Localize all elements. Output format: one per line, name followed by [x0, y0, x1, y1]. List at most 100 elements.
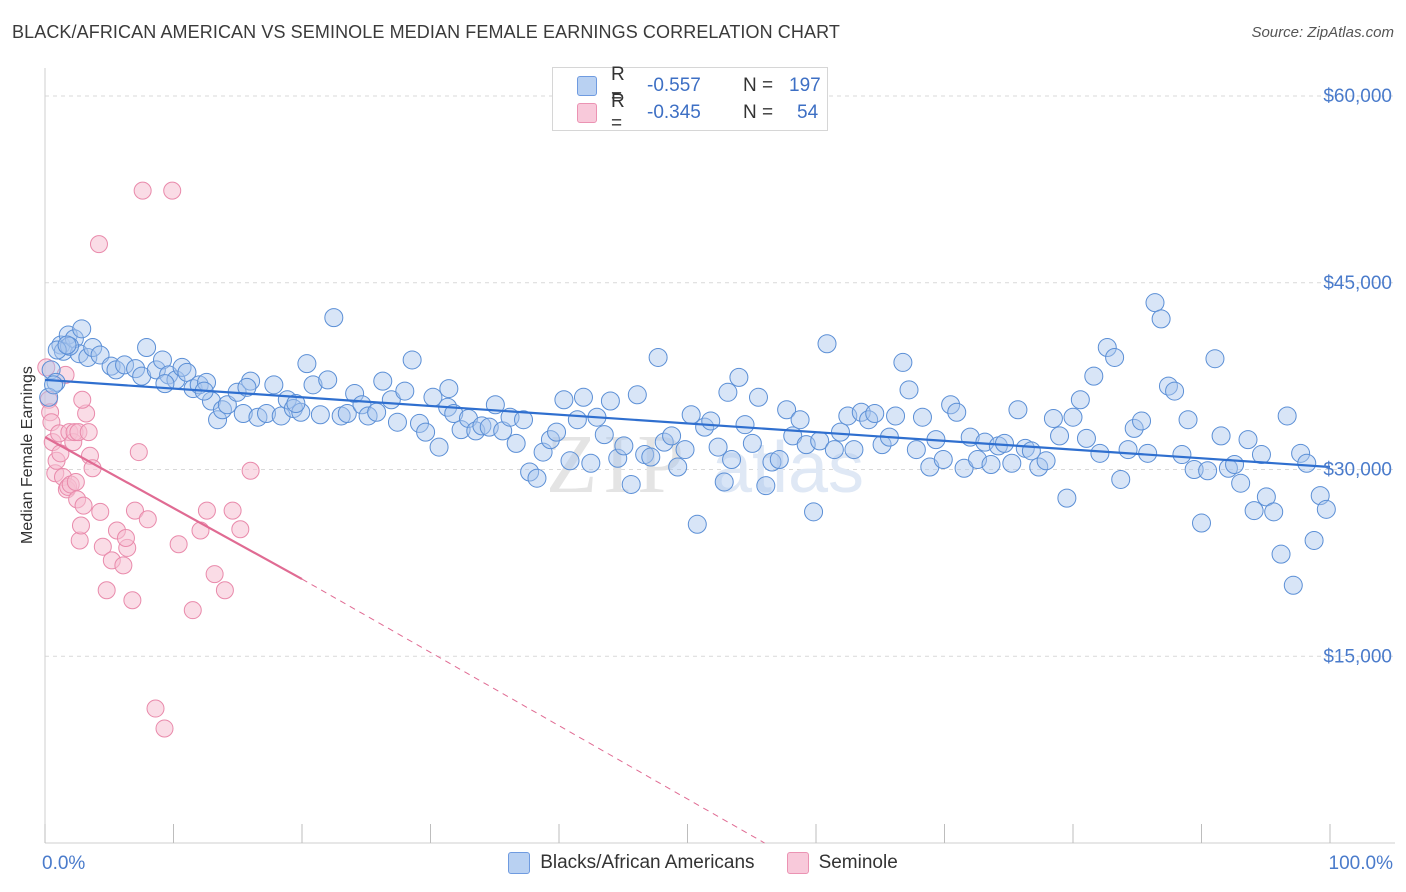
- n-value: 197: [789, 75, 821, 96]
- black-point: [817, 334, 837, 354]
- black-point: [132, 366, 152, 386]
- black-point: [1076, 428, 1096, 448]
- black-point: [865, 403, 885, 423]
- black-point: [567, 410, 587, 430]
- black-point: [1090, 443, 1110, 463]
- seminole-point: [56, 365, 75, 384]
- black-point: [614, 436, 634, 456]
- black-point: [41, 360, 61, 380]
- seminole-point: [116, 528, 135, 547]
- black-point: [600, 391, 620, 411]
- black-point: [748, 387, 768, 407]
- x-tick-label-max: 100.0%: [1329, 853, 1394, 874]
- black-point: [735, 415, 755, 435]
- black-point: [1225, 455, 1245, 475]
- black-point: [126, 359, 146, 379]
- black-point: [233, 403, 253, 423]
- black-point: [540, 430, 560, 450]
- black-point: [893, 352, 913, 372]
- seminole-point: [231, 520, 250, 539]
- seminole-point: [191, 521, 210, 540]
- black-point: [662, 426, 682, 446]
- black-point: [1277, 406, 1297, 426]
- black-point: [594, 425, 614, 445]
- seminole-trend-extension: [301, 578, 765, 844]
- pink-swatch: [786, 852, 809, 874]
- seminole-point: [79, 423, 98, 442]
- black-point: [57, 335, 77, 355]
- seminole-point: [74, 496, 93, 515]
- stats-row-black: R = -0.557 N = 197: [553, 64, 821, 107]
- seminole-point: [183, 601, 202, 620]
- black-points: [39, 293, 1336, 595]
- black-point: [520, 462, 540, 482]
- black-point: [1291, 443, 1311, 463]
- black-point: [1251, 445, 1271, 465]
- black-point: [608, 448, 628, 468]
- blue-swatch: [508, 852, 531, 874]
- black-point: [1184, 460, 1204, 479]
- black-point: [257, 403, 277, 423]
- seminole-point: [125, 501, 144, 520]
- black-point: [506, 433, 526, 453]
- black-point: [1084, 366, 1104, 386]
- black-point: [1057, 488, 1077, 508]
- black-point: [654, 432, 674, 452]
- black-point: [367, 402, 387, 422]
- n-label: N =: [743, 102, 774, 123]
- black-point: [777, 400, 797, 420]
- chart-title: BLACK/AFRICAN AMERICAN VS SEMINOLE MEDIA…: [12, 22, 840, 42]
- black-point: [648, 347, 668, 367]
- black-point: [947, 402, 967, 422]
- axes: [44, 68, 1395, 844]
- black-point: [1118, 440, 1138, 460]
- black-point: [668, 457, 688, 477]
- black-point: [756, 476, 776, 496]
- black-point: [1316, 499, 1336, 519]
- black-trend-line: [44, 378, 1331, 469]
- black-point: [824, 440, 844, 460]
- seminole-point: [155, 719, 174, 738]
- black-point: [1145, 293, 1165, 313]
- black-point: [1172, 445, 1192, 465]
- black-point: [742, 433, 762, 453]
- black-point: [1165, 381, 1185, 401]
- black-point: [387, 412, 407, 432]
- black-point: [1271, 544, 1291, 564]
- y-axis-label: Median Female Earnings: [19, 366, 36, 544]
- black-point: [804, 502, 824, 522]
- black-point: [83, 337, 103, 357]
- black-point: [1205, 349, 1225, 369]
- black-point: [912, 407, 932, 427]
- black-point: [581, 453, 601, 473]
- seminole-point: [146, 699, 165, 718]
- black-point: [1283, 575, 1303, 595]
- legend-item-seminole[interactable]: Seminole: [786, 852, 898, 874]
- black-point: [324, 308, 344, 328]
- black-point: [981, 455, 1001, 475]
- seminole-point: [93, 537, 112, 556]
- black-point: [47, 340, 67, 360]
- black-point: [439, 379, 459, 399]
- black-point: [1002, 453, 1022, 473]
- black-point: [527, 468, 547, 488]
- legend-item-black[interactable]: Blacks/African Americans: [508, 852, 755, 874]
- pink-swatch: [577, 103, 597, 123]
- black-point: [318, 370, 338, 390]
- black-point: [39, 387, 59, 407]
- black-point: [416, 422, 436, 442]
- black-point: [1050, 426, 1070, 446]
- y-tick-label: $45,000: [1323, 273, 1392, 294]
- black-point: [44, 375, 64, 395]
- black-point: [729, 367, 749, 387]
- black-point: [1158, 376, 1178, 396]
- black-point: [337, 403, 357, 423]
- black-point: [899, 380, 919, 400]
- black-point: [941, 395, 961, 415]
- seminole-point: [241, 461, 260, 480]
- black-point: [1151, 309, 1171, 329]
- black-point: [1211, 426, 1231, 446]
- y-tick-labels: $15,000 $30,000 $45,000 $60,000: [1323, 86, 1392, 667]
- black-point: [264, 375, 284, 395]
